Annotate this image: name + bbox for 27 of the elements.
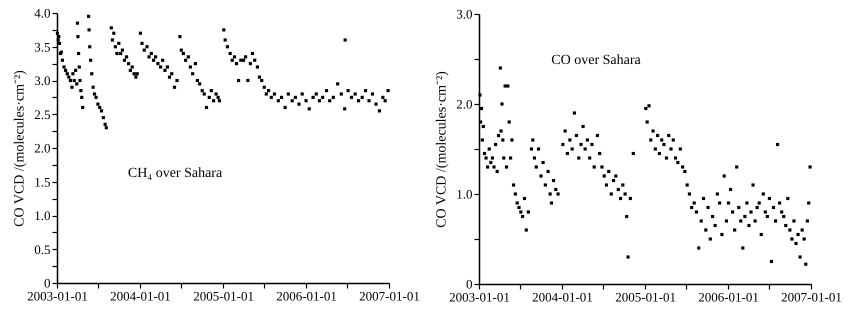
annotation: CH₄ over Sahara xyxy=(128,166,223,181)
y-tick-label: 3.0 xyxy=(456,6,472,22)
x-tick-label: 2007-01-01 xyxy=(781,290,842,304)
x-tick-label: 2007-01-01 xyxy=(359,288,420,304)
x-tick-label: 2006-01-01 xyxy=(276,288,337,304)
y-tick-label: 3.5 xyxy=(34,39,50,54)
x-tick-label: 2003-01-01 xyxy=(27,288,88,304)
y-tick-label: 2.0 xyxy=(456,96,472,112)
x-tick-label: 2003-01-01 xyxy=(449,290,510,304)
y-tick-label: 1.5 xyxy=(34,174,50,190)
y-tick-label: 3.0 xyxy=(34,73,50,88)
y-tick-label: 1.0 xyxy=(34,208,50,223)
y-tick-label: 1.0 xyxy=(456,186,472,202)
y-tick-label: 0 xyxy=(44,276,50,290)
x-tick-label: 2004-01-01 xyxy=(110,288,171,304)
y-tick-label: 4.0 xyxy=(34,6,50,20)
y-axis-title: CO VCD /(molecules·cm⁻²) xyxy=(434,70,450,228)
x-tick-label: 2006-01-01 xyxy=(698,290,759,304)
y-axis-title: CO VCD /(molecules·cm⁻²) xyxy=(12,70,28,227)
y-tick-label: 0.5 xyxy=(34,242,50,257)
x-tick-label: 2005-01-01 xyxy=(193,288,254,304)
y-tick-label: 2.5 xyxy=(34,106,50,122)
x-tick-label: 2004-01-01 xyxy=(532,290,593,304)
y-tick-label: 2.0 xyxy=(34,140,50,156)
x-tick-label: 2005-01-01 xyxy=(615,290,676,304)
y-tick-label: 0 xyxy=(466,276,472,292)
annotation: CO over Sahara xyxy=(551,53,642,68)
